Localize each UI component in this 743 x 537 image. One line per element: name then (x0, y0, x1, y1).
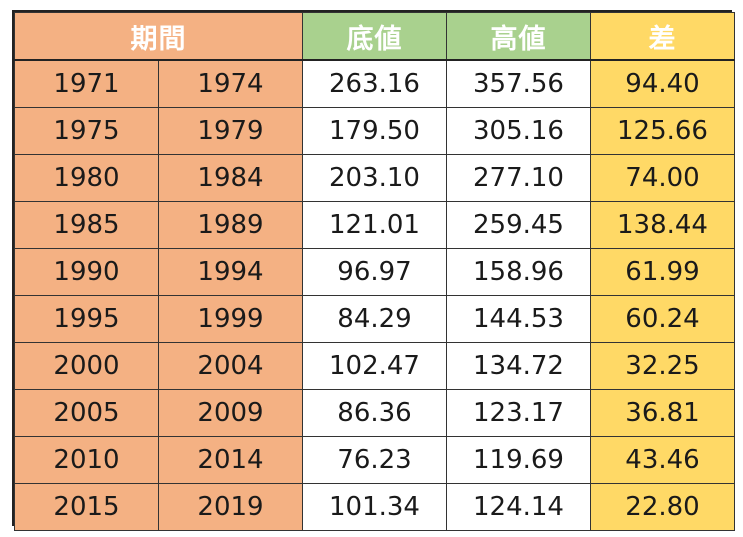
cell-start-year: 1990 (14, 248, 159, 296)
table-row: 1990 1994 96.97 158.96 61.99 (14, 248, 735, 296)
cell-high: 123.17 (446, 389, 591, 437)
cell-start-year: 1995 (14, 295, 159, 343)
cell-start-year: 1975 (14, 107, 159, 155)
header-period: 期間 (14, 12, 303, 61)
cell-end-year: 1994 (158, 248, 303, 296)
table-row: 2005 2009 86.36 123.17 36.81 (14, 389, 735, 437)
cell-end-year: 1984 (158, 154, 303, 202)
cell-low: 101.34 (302, 483, 447, 531)
cell-high: 277.10 (446, 154, 591, 202)
cell-end-year: 2009 (158, 389, 303, 437)
cell-diff: 94.40 (590, 59, 735, 108)
cell-low: 76.23 (302, 436, 447, 484)
table-row: 1980 1984 203.10 277.10 74.00 (14, 154, 735, 202)
cell-start-year: 1985 (14, 201, 159, 249)
table-row: 1995 1999 84.29 144.53 60.24 (14, 295, 735, 343)
cell-low: 102.47 (302, 342, 447, 390)
cell-start-year: 2000 (14, 342, 159, 390)
cell-low: 263.16 (302, 59, 447, 108)
table-row: 1975 1979 179.50 305.16 125.66 (14, 107, 735, 155)
cell-high: 357.56 (446, 59, 591, 108)
cell-diff: 43.46 (590, 436, 735, 484)
cell-start-year: 1980 (14, 154, 159, 202)
table-row: 1971 1974 263.16 357.56 94.40 (14, 59, 735, 108)
price-range-table-container: 期間 底値 高値 差 1971 1974 263.16 357.56 94.40… (12, 10, 735, 531)
header-high: 高値 (446, 12, 591, 61)
cell-low: 86.36 (302, 389, 447, 437)
cell-low: 84.29 (302, 295, 447, 343)
cell-end-year: 2019 (158, 483, 303, 531)
header-low: 底値 (302, 12, 447, 61)
table-row: 2000 2004 102.47 134.72 32.25 (14, 342, 735, 390)
cell-low: 121.01 (302, 201, 447, 249)
cell-start-year: 2005 (14, 389, 159, 437)
header-diff: 差 (590, 12, 735, 61)
cell-high: 144.53 (446, 295, 591, 343)
table-row: 2015 2019 101.34 124.14 22.80 (14, 483, 735, 531)
cell-start-year: 2015 (14, 483, 159, 531)
cell-high: 134.72 (446, 342, 591, 390)
cell-end-year: 1999 (158, 295, 303, 343)
cell-end-year: 2004 (158, 342, 303, 390)
cell-diff: 61.99 (590, 248, 735, 296)
cell-high: 259.45 (446, 201, 591, 249)
cell-end-year: 2014 (158, 436, 303, 484)
cell-diff: 74.00 (590, 154, 735, 202)
cell-start-year: 1971 (14, 59, 159, 108)
cell-low: 179.50 (302, 107, 447, 155)
cell-start-year: 2010 (14, 436, 159, 484)
cell-high: 158.96 (446, 248, 591, 296)
price-range-table: 期間 底値 高値 差 1971 1974 263.16 357.56 94.40… (14, 12, 735, 531)
cell-diff: 138.44 (590, 201, 735, 249)
cell-low: 96.97 (302, 248, 447, 296)
cell-low: 203.10 (302, 154, 447, 202)
cell-diff: 22.80 (590, 483, 735, 531)
cell-high: 124.14 (446, 483, 591, 531)
table-header-row: 期間 底値 高値 差 (14, 12, 735, 61)
cell-high: 119.69 (446, 436, 591, 484)
cell-diff: 36.81 (590, 389, 735, 437)
cell-diff: 60.24 (590, 295, 735, 343)
cell-high: 305.16 (446, 107, 591, 155)
table-row: 1985 1989 121.01 259.45 138.44 (14, 201, 735, 249)
cell-diff: 125.66 (590, 107, 735, 155)
cell-end-year: 1974 (158, 59, 303, 108)
table-row: 2010 2014 76.23 119.69 43.46 (14, 436, 735, 484)
cell-end-year: 1979 (158, 107, 303, 155)
cell-diff: 32.25 (590, 342, 735, 390)
cell-end-year: 1989 (158, 201, 303, 249)
